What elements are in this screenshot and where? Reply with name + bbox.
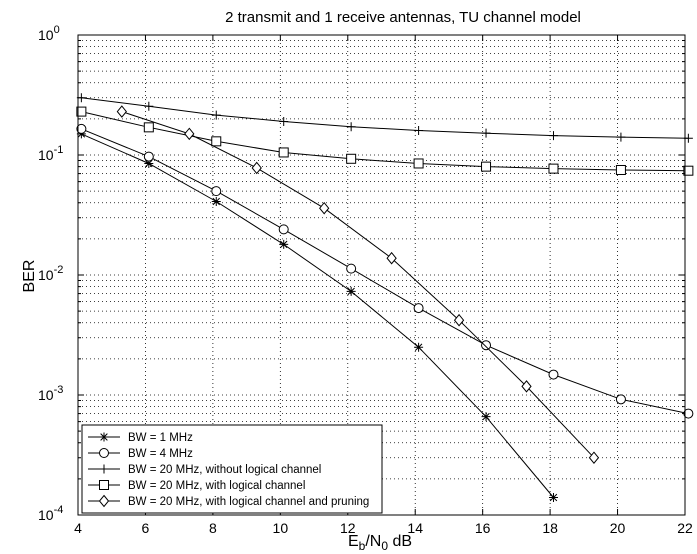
legend: BW = 1 MHz BW = 4 MHz BW = 20 MHz, without… <box>81 424 383 514</box>
data-point <box>453 313 465 327</box>
data-point <box>548 131 558 141</box>
series-2 <box>76 123 694 419</box>
series-line <box>121 111 595 459</box>
legend-marker <box>99 464 109 474</box>
data-point <box>144 101 154 111</box>
data-point <box>184 127 195 141</box>
data-point <box>211 136 222 147</box>
data-point <box>144 158 154 168</box>
data-point <box>521 380 532 393</box>
data-point <box>481 412 491 422</box>
legend-marker <box>99 480 109 490</box>
x-axis-label: Eb/N0 dB <box>348 533 412 553</box>
x-tick-label: 12 <box>340 520 356 536</box>
x-tick-label: 6 <box>142 520 150 536</box>
data-point <box>211 110 221 120</box>
data-point <box>386 251 397 265</box>
x-label-sub-0: 0 <box>381 539 388 553</box>
x-tick-label: 10 <box>273 520 289 536</box>
x-tick-label: 4 <box>74 520 82 536</box>
y-tick-label: 10-2 <box>38 264 63 283</box>
data-point <box>76 123 87 134</box>
x-tick-label: 14 <box>407 520 423 536</box>
series-line <box>81 111 689 172</box>
x-label-mid: /N <box>365 533 381 550</box>
series-5 <box>116 105 600 465</box>
data-point <box>346 263 357 274</box>
data-point <box>414 342 424 352</box>
data-point <box>413 303 424 314</box>
x-label-unit: dB <box>388 533 412 550</box>
series-3 <box>76 93 693 143</box>
data-point <box>548 369 559 380</box>
data-point <box>76 106 87 117</box>
legend-marker <box>99 448 109 458</box>
legend-label: BW = 20 MHz, with logical channel and pr… <box>128 496 369 508</box>
data-point <box>413 158 424 169</box>
data-point <box>211 186 222 197</box>
data-point <box>278 224 289 235</box>
y-tick-label: 100 <box>38 24 60 43</box>
series-line <box>81 133 554 498</box>
data-point <box>279 239 289 249</box>
legend-label: BW = 20 MHz, without logical channel <box>128 464 321 476</box>
y-tick-label: 10-3 <box>38 384 63 403</box>
y-axis-label: BER <box>21 260 38 293</box>
data-point <box>481 340 492 351</box>
x-tick-label: 22 <box>677 520 693 536</box>
y-tick-label: 10-4 <box>38 504 63 523</box>
data-point <box>211 196 221 206</box>
legend-entry: BW = 4 MHz <box>88 448 193 460</box>
data-point <box>548 492 558 502</box>
legend-entry: BW = 20 MHz, without logical channel <box>88 464 321 476</box>
x-tick-label: 18 <box>542 520 558 536</box>
data-point <box>251 161 262 175</box>
data-point <box>615 164 626 175</box>
legend-box <box>81 424 383 514</box>
data-point <box>588 451 600 465</box>
series-line <box>81 97 689 139</box>
legend-label: BW = 20 MHz, with logical channel <box>128 480 305 492</box>
data-point <box>279 117 289 127</box>
data-point <box>414 126 424 136</box>
tick-layer: 4 6 8 10 12 14 16 18 20 22 100 10-1 10-2 10-3 10-4 <box>38 24 693 536</box>
legend-label: BW = 1 MHz <box>128 432 193 444</box>
data-point <box>683 165 694 176</box>
data-point <box>319 201 330 215</box>
legend-marker <box>99 432 109 442</box>
series-line <box>81 128 689 415</box>
data-point <box>615 394 626 405</box>
data-point <box>143 122 154 133</box>
y-tick-label: 10-1 <box>38 144 63 163</box>
data-point <box>481 161 492 172</box>
data-point <box>548 163 559 174</box>
data-point <box>346 122 356 132</box>
x-tick-label: 16 <box>475 520 491 536</box>
series-4 <box>76 106 694 176</box>
x-tick-label: 8 <box>209 520 217 536</box>
series-layer <box>76 93 694 502</box>
legend-entry: BW = 20 MHz, with logical channel <box>88 480 305 492</box>
legend-entry: BW = 20 MHz, with logical channel and pr… <box>88 494 369 508</box>
x-label-sub-b: b <box>359 539 366 553</box>
data-point <box>616 132 626 142</box>
legend-marker <box>98 494 110 508</box>
chart-title: 2 transmit and 1 receive antennas, TU ch… <box>225 9 581 26</box>
data-point <box>481 128 491 138</box>
x-label-main: E <box>348 533 359 550</box>
x-tick-label: 20 <box>610 520 626 536</box>
legend-label: BW = 4 MHz <box>128 448 193 460</box>
data-point <box>143 151 154 162</box>
data-point <box>346 153 357 164</box>
legend-entry: BW = 1 MHz <box>88 432 193 444</box>
data-point <box>278 147 289 158</box>
data-point <box>116 105 127 118</box>
data-point <box>346 286 356 296</box>
